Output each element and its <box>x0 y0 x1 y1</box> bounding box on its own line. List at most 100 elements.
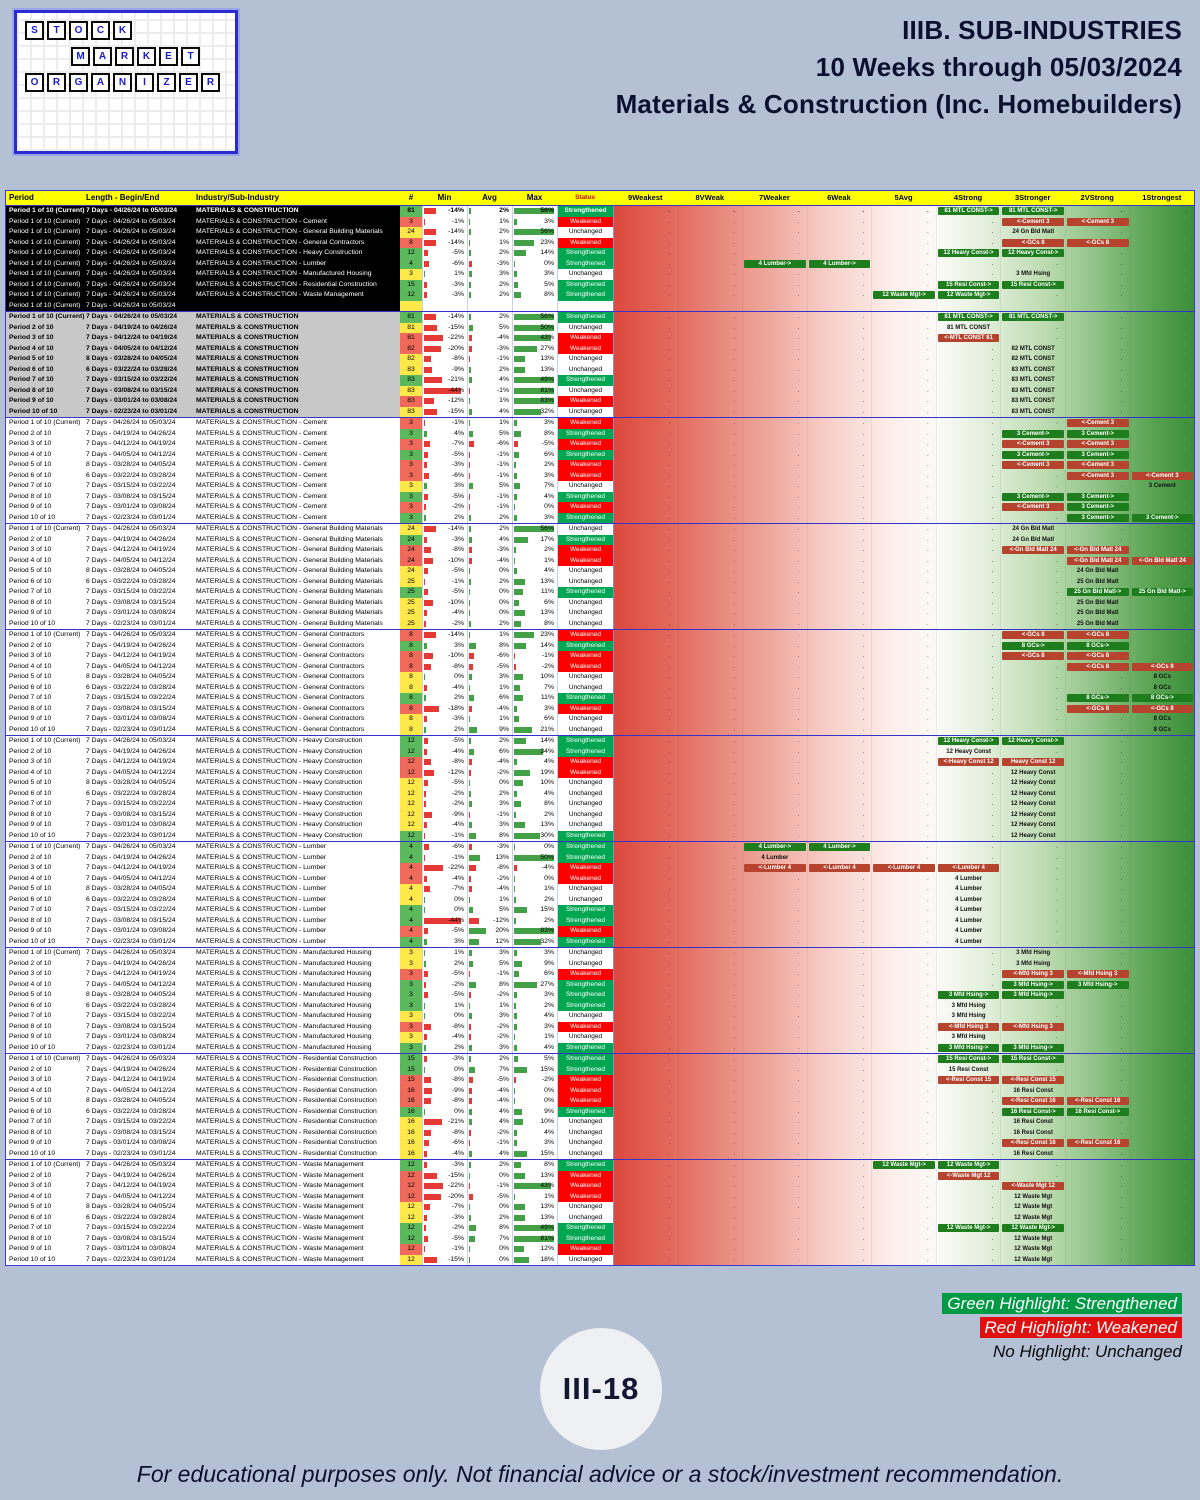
table-row[interactable]: Period 8 of 10 7 Days - 03/08/24 to 03/15… <box>6 703 1194 714</box>
table-row[interactable]: Period 10 of 10 7 Days - 02/23/24 to 03/0… <box>6 1254 1194 1265</box>
table-row[interactable]: Period 8 of 10 7 Days - 03/08/24 to 03/15… <box>6 809 1194 820</box>
table-row[interactable]: Period 1 of 10 (Current) 7 Days - 04/26/2… <box>6 418 1194 429</box>
table-row[interactable]: Period 1 of 10 (Current) 7 Days - 04/26/2… <box>6 227 1194 238</box>
table-row[interactable]: Period 3 of 10 7 Days - 04/12/24 to 04/19… <box>6 757 1194 768</box>
table-row[interactable]: Period 9 of 10 7 Days - 03/01/24 to 03/08… <box>6 820 1194 831</box>
table-row[interactable]: Period 1 of 10 (Current) 7 Days - 04/26/2… <box>6 736 1194 747</box>
table-row[interactable]: Period 9 of 10 7 Days - 03/01/24 to 03/08… <box>6 1138 1194 1149</box>
table-row[interactable]: Period 6 of 10 6 Days - 03/22/24 to 03/28… <box>6 1106 1194 1117</box>
table-row[interactable]: Period 1 of 10 (Current) 7 Days - 04/26/2… <box>6 842 1194 853</box>
table-row[interactable]: Period 5 of 10 8 Days - 03/28/24 to 04/05… <box>6 672 1194 683</box>
table-row[interactable]: Period 3 of 10 7 Days - 04/12/24 to 04/19… <box>6 651 1194 662</box>
table-row[interactable]: Period 4 of 10 7 Days - 04/05/24 to 04/12… <box>6 661 1194 672</box>
table-row[interactable]: Period 6 of 10 6 Days - 03/22/24 to 03/28… <box>6 576 1194 587</box>
table-row[interactable]: Period 1 of 10 (Current) 7 Days - 04/26/2… <box>6 279 1194 290</box>
table-row[interactable]: Period 2 of 10 7 Days - 04/19/24 to 04/26… <box>6 1170 1194 1181</box>
table-row[interactable]: Period 2 of 10 7 Days - 04/19/24 to 04/26… <box>6 958 1194 969</box>
table-row[interactable]: Period 8 of 10 7 Days - 03/08/24 to 03/15… <box>6 491 1194 502</box>
table-row[interactable]: Period 7 of 10 7 Days - 03/15/24 to 03/22… <box>6 481 1194 492</box>
table-row[interactable]: Period 9 of 10 7 Days - 03/01/24 to 03/08… <box>6 926 1194 937</box>
table-row[interactable]: Period 7 of 10 7 Days - 03/15/24 to 03/22… <box>6 799 1194 810</box>
table-row[interactable]: Period 2 of 10 7 Days - 04/19/24 to 04/26… <box>6 322 1194 333</box>
table-row[interactable]: Period 4 of 10 7 Days - 04/05/24 to 04/12… <box>6 555 1194 566</box>
table-row[interactable]: Period 4 of 10 7 Days - 04/05/24 to 04/12… <box>6 1191 1194 1202</box>
table-row[interactable]: Period 5 of 10 8 Days - 03/28/24 to 04/05… <box>6 354 1194 365</box>
table-row[interactable]: Period 6 of 10 6 Days - 03/22/24 to 03/28… <box>6 364 1194 375</box>
table-row[interactable]: Period 6 of 10 6 Days - 03/22/24 to 03/28… <box>6 682 1194 693</box>
table-row[interactable]: Period 5 of 10 8 Days - 03/28/24 to 04/05… <box>6 460 1194 471</box>
table-row[interactable]: Period 10 of 10 7 Days - 02/23/24 to 03/0… <box>6 1042 1194 1053</box>
table-row[interactable]: Period 6 of 10 6 Days - 03/22/24 to 03/28… <box>6 1212 1194 1223</box>
table-row[interactable]: Period 2 of 10 7 Days - 04/19/24 to 04/26… <box>6 428 1194 439</box>
table-row[interactable]: Period 3 of 10 7 Days - 04/12/24 to 04/19… <box>6 439 1194 450</box>
table-row[interactable]: Period 8 of 10 7 Days - 03/08/24 to 03/15… <box>6 1127 1194 1138</box>
table-row[interactable]: Period 2 of 10 7 Days - 04/19/24 to 04/26… <box>6 852 1194 863</box>
table-row[interactable]: Period 1 of 10 (Current) 7 Days - 04/26/2… <box>6 258 1194 269</box>
table-row[interactable]: Period 1 of 10 (Current) 7 Days - 04/26/2… <box>6 630 1194 641</box>
table-row[interactable]: Period 10 of 10 7 Days - 02/23/24 to 03/0… <box>6 724 1194 735</box>
table-row[interactable]: Period 7 of 10 7 Days - 03/15/24 to 03/22… <box>6 587 1194 598</box>
table-row[interactable]: Period 9 of 10 7 Days - 03/01/24 to 03/08… <box>6 1244 1194 1255</box>
table-row[interactable]: Period 7 of 10 7 Days - 03/15/24 to 03/22… <box>6 905 1194 916</box>
table-row[interactable]: Period 3 of 10 7 Days - 04/12/24 to 04/19… <box>6 969 1194 980</box>
table-row[interactable]: Period 7 of 10 7 Days - 03/15/24 to 03/22… <box>6 693 1194 704</box>
table-row[interactable]: Period 6 of 10 6 Days - 03/22/24 to 03/28… <box>6 470 1194 481</box>
table-row[interactable]: Period 1 of 10 (Current) 7 Days - 04/26/2… <box>6 312 1194 323</box>
table-row[interactable]: Period 1 of 10 (Current) 7 Days - 04/26/2… <box>6 269 1194 280</box>
table-row[interactable]: Period 9 of 10 7 Days - 03/01/24 to 03/08… <box>6 1032 1194 1043</box>
table-row[interactable]: Period 10 of 10 7 Days - 02/23/24 to 03/0… <box>6 830 1194 841</box>
table-row[interactable]: Period 1 of 10 (Current) 7 Days - 04/26/2… <box>6 1054 1194 1065</box>
table-row[interactable]: Period 1 of 10 (Current) 7 Days - 04/26/2… <box>6 948 1194 959</box>
table-row[interactable]: Period 3 of 10 7 Days - 04/12/24 to 04/19… <box>6 1075 1194 1086</box>
table-row[interactable]: Period 4 of 10 7 Days - 04/05/24 to 04/12… <box>6 873 1194 884</box>
table-row[interactable]: Period 3 of 10 7 Days - 04/12/24 to 04/19… <box>6 333 1194 344</box>
table-row[interactable]: Period 8 of 10 7 Days - 03/08/24 to 03/15… <box>6 1233 1194 1244</box>
table-row[interactable]: Period 3 of 10 7 Days - 04/12/24 to 04/19… <box>6 1181 1194 1192</box>
table-row[interactable]: Period 5 of 10 8 Days - 03/28/24 to 04/05… <box>6 778 1194 789</box>
table-row[interactable]: Period 10 of 10 7 Days - 02/23/24 to 03/0… <box>6 936 1194 947</box>
table-row[interactable]: Period 4 of 10 7 Days - 04/05/24 to 04/12… <box>6 449 1194 460</box>
table-row[interactable]: Period 4 of 10 7 Days - 04/05/24 to 04/12… <box>6 767 1194 778</box>
table-row[interactable]: Period 2 of 10 7 Days - 04/19/24 to 04/26… <box>6 534 1194 545</box>
table-row[interactable]: Period 4 of 10 7 Days - 04/05/24 to 04/12… <box>6 343 1194 354</box>
table-row[interactable]: Period 2 of 10 7 Days - 04/19/24 to 04/26… <box>6 640 1194 651</box>
table-row[interactable]: Period 10 of 10 7 Days - 02/23/24 to 03/0… <box>6 1148 1194 1159</box>
table-row[interactable]: Period 5 of 10 8 Days - 03/28/24 to 04/05… <box>6 1096 1194 1107</box>
table-row[interactable]: Period 1 of 10 (Current) 7 Days - 04/26/2… <box>6 237 1194 248</box>
table-row[interactable]: Period 8 of 10 7 Days - 03/08/24 to 03/15… <box>6 597 1194 608</box>
table-row[interactable]: Period 6 of 10 6 Days - 03/22/24 to 03/28… <box>6 788 1194 799</box>
table-row[interactable]: Period 10 of 10 7 Days - 02/23/24 to 03/0… <box>6 406 1194 417</box>
table-row[interactable]: Period 7 of 10 7 Days - 03/15/24 to 03/22… <box>6 375 1194 386</box>
table-row[interactable]: Period 9 of 10 7 Days - 03/01/24 to 03/08… <box>6 714 1194 725</box>
table-row[interactable]: Period 8 of 10 7 Days - 03/08/24 to 03/15… <box>6 915 1194 926</box>
table-row[interactable]: Period 1 of 10 (Current) 7 Days - 04/26/2… <box>6 300 1194 311</box>
table-row[interactable]: Period 7 of 10 7 Days - 03/15/24 to 03/22… <box>6 1011 1194 1022</box>
table-row[interactable]: Period 9 of 10 7 Days - 03/01/24 to 03/08… <box>6 502 1194 513</box>
table-row[interactable]: Period 5 of 10 8 Days - 03/28/24 to 04/05… <box>6 884 1194 895</box>
table-row[interactable]: Period 3 of 10 7 Days - 04/12/24 to 04/19… <box>6 545 1194 556</box>
table-row[interactable]: Period 9 of 10 7 Days - 03/01/24 to 03/08… <box>6 396 1194 407</box>
table-row[interactable]: Period 8 of 10 7 Days - 03/08/24 to 03/15… <box>6 1021 1194 1032</box>
table-row[interactable]: Period 2 of 10 7 Days - 04/19/24 to 04/26… <box>6 1064 1194 1075</box>
table-row[interactable]: Period 5 of 10 8 Days - 03/28/24 to 04/05… <box>6 990 1194 1001</box>
table-row[interactable]: Period 9 of 10 7 Days - 03/01/24 to 03/08… <box>6 608 1194 619</box>
table-row[interactable]: Period 4 of 10 7 Days - 04/05/24 to 04/12… <box>6 979 1194 990</box>
table-row[interactable]: Period 6 of 10 6 Days - 03/22/24 to 03/28… <box>6 894 1194 905</box>
table-row[interactable]: Period 1 of 10 (Current) 7 Days - 04/26/2… <box>6 206 1194 217</box>
table-row[interactable]: Period 10 of 10 7 Days - 02/23/24 to 03/0… <box>6 512 1194 523</box>
table-row[interactable]: Period 2 of 10 7 Days - 04/19/24 to 04/26… <box>6 746 1194 757</box>
table-row[interactable]: Period 8 of 10 7 Days - 03/08/24 to 03/15… <box>6 385 1194 396</box>
table-row[interactable]: Period 1 of 10 (Current) 7 Days - 04/26/2… <box>6 290 1194 301</box>
table-row[interactable]: Period 1 of 10 (Current) 7 Days - 04/26/2… <box>6 216 1194 227</box>
table-row[interactable]: Period 1 of 10 (Current) 7 Days - 04/26/2… <box>6 524 1194 535</box>
table-row[interactable]: Period 4 of 10 7 Days - 04/05/24 to 04/12… <box>6 1085 1194 1096</box>
table-row[interactable]: Period 7 of 10 7 Days - 03/15/24 to 03/22… <box>6 1117 1194 1128</box>
table-row[interactable]: Period 1 of 10 (Current) 7 Days - 04/26/2… <box>6 1160 1194 1171</box>
table-row[interactable]: Period 10 of 10 7 Days - 02/23/24 to 03/0… <box>6 618 1194 629</box>
table-row[interactable]: Period 3 of 10 7 Days - 04/12/24 to 04/19… <box>6 863 1194 874</box>
table-row[interactable]: Period 7 of 10 7 Days - 03/15/24 to 03/22… <box>6 1223 1194 1234</box>
table-row[interactable]: Period 1 of 10 (Current) 7 Days - 04/26/2… <box>6 248 1194 259</box>
table-row[interactable]: Period 5 of 10 8 Days - 03/28/24 to 04/05… <box>6 566 1194 577</box>
table-row[interactable]: Period 6 of 10 6 Days - 03/22/24 to 03/28… <box>6 1000 1194 1011</box>
table-row[interactable]: Period 5 of 10 8 Days - 03/28/24 to 04/05… <box>6 1202 1194 1213</box>
